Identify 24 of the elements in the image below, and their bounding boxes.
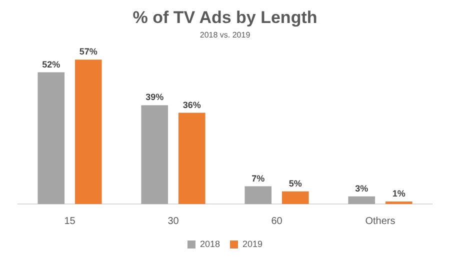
data-label: 57% — [79, 46, 98, 57]
x-tick-label: 15 — [64, 216, 76, 227]
data-label: 5% — [288, 178, 302, 188]
x-tick-label: 60 — [271, 216, 283, 227]
bar — [348, 196, 376, 204]
x-tick-label: 30 — [168, 216, 180, 227]
data-label: 39% — [146, 92, 164, 102]
data-label: 7% — [252, 173, 265, 184]
legend-label: 2018 — [200, 238, 220, 249]
chart-subtitle: 2018 vs. 2019 — [200, 30, 251, 40]
bar — [74, 60, 102, 204]
legend-label: 2019 — [242, 238, 263, 249]
data-label: 3% — [355, 183, 368, 194]
data-label: 52% — [42, 59, 60, 70]
data-label: 36% — [182, 100, 201, 110]
x-tick-label: Others — [365, 216, 396, 227]
bar — [282, 191, 309, 204]
bar — [178, 112, 206, 204]
bar — [244, 186, 272, 204]
bar — [385, 201, 412, 204]
chart-title: % of TV Ads by Length — [132, 8, 318, 27]
bar — [141, 105, 168, 204]
data-label: 1% — [392, 188, 406, 198]
bar — [38, 72, 65, 204]
